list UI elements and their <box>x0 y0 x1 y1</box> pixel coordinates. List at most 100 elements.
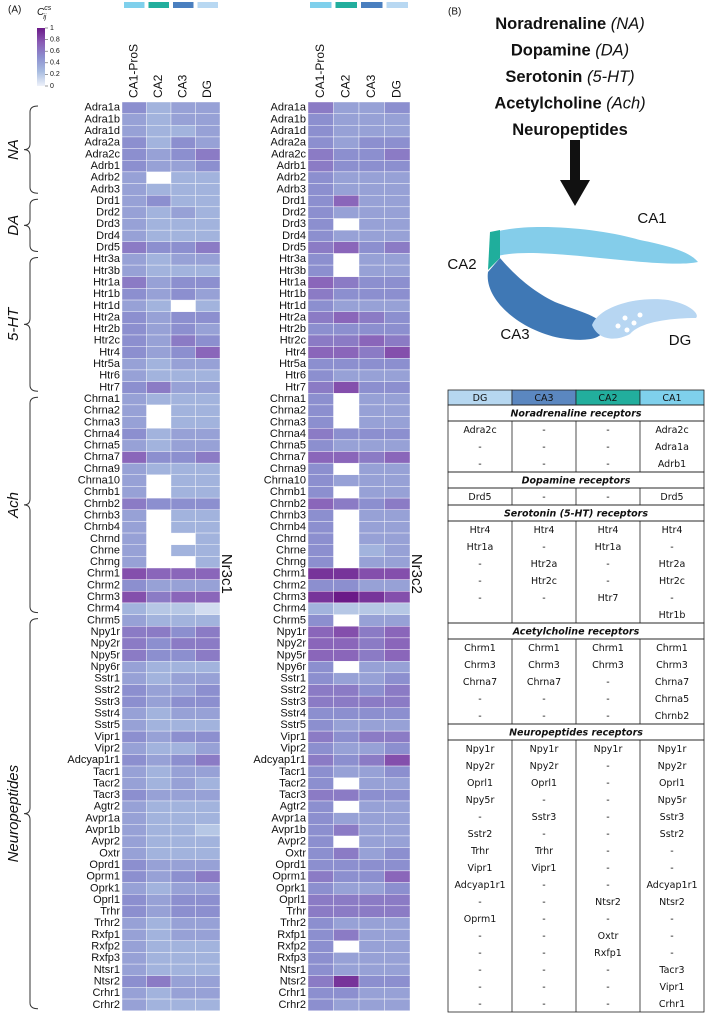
heat-cell <box>121 404 147 417</box>
heat-cell <box>170 451 196 464</box>
row-label: Chrna10 <box>78 475 120 487</box>
heat-cell <box>307 509 334 522</box>
heat-cell <box>384 707 411 720</box>
heat-cell <box>333 812 360 825</box>
row-label: Chrna9 <box>84 463 120 475</box>
heat-cell <box>358 661 385 674</box>
heat-cell <box>195 870 221 883</box>
heat-cell <box>384 486 411 499</box>
row-label: Htr3b <box>279 265 306 277</box>
heat-cell <box>333 859 360 872</box>
heat-cell <box>358 614 385 627</box>
heat-cell <box>121 497 147 510</box>
heat-cell <box>195 800 221 813</box>
heat-cell <box>333 381 360 394</box>
heat-cell <box>170 334 196 347</box>
table-cell: Chrna7 <box>655 677 689 688</box>
heat-cell <box>146 812 172 825</box>
row-label: Chrnb3 <box>270 509 306 521</box>
table-cell: - <box>478 576 481 587</box>
table-cell: Htr2a <box>531 559 558 570</box>
table-cell: - <box>542 829 545 840</box>
heat-cell <box>170 882 196 895</box>
table-cell: - <box>606 999 609 1010</box>
heat-cell <box>146 894 172 907</box>
heat-cell <box>146 241 172 254</box>
heat-cell <box>384 439 411 452</box>
heat-cell <box>121 707 147 720</box>
heat-cell <box>333 311 360 324</box>
heat-cell <box>146 754 172 767</box>
row-label: Htr2b <box>279 323 306 335</box>
heat-cell <box>384 428 411 441</box>
heat-cell <box>333 567 360 580</box>
heat-cell <box>307 917 334 930</box>
row-label: Npy1r <box>277 626 307 638</box>
table-cell: Htr7 <box>598 593 619 604</box>
row-label: Chrna1 <box>84 393 120 405</box>
heat-cell <box>358 474 385 487</box>
heat-cell <box>333 847 360 860</box>
row-label: Npy1r <box>91 626 121 638</box>
heat-cell <box>121 125 147 138</box>
heat-cell <box>195 346 221 359</box>
heat-cell <box>146 882 172 895</box>
row-label: Rxfp1 <box>91 929 120 941</box>
heat-cell <box>358 707 385 720</box>
hippocampus-diagram <box>487 226 698 340</box>
heat-cell <box>358 963 385 976</box>
heat-cell <box>358 812 385 825</box>
heat-cell <box>384 556 411 569</box>
heat-cell <box>195 428 221 441</box>
row-label: Chrne <box>276 544 306 556</box>
row-label: Chrna2 <box>270 405 306 417</box>
heat-cell <box>121 672 147 685</box>
heat-cell <box>333 870 360 883</box>
table-cell: - <box>670 931 673 942</box>
heat-cell <box>195 975 221 988</box>
heat-cell <box>307 544 334 557</box>
heat-cell <box>307 521 334 534</box>
heat-cell <box>307 649 334 662</box>
section-title: Dopamine receptors <box>522 476 631 487</box>
heat-cell <box>146 765 172 778</box>
heat-cell <box>358 824 385 837</box>
heat-cell <box>358 509 385 522</box>
heat-cell <box>170 264 196 277</box>
table-cell: - <box>542 694 545 705</box>
heat-cell <box>121 789 147 802</box>
heat-cell <box>146 567 172 580</box>
heat-cell <box>358 288 385 301</box>
heat-cell <box>170 194 196 208</box>
heat-cell <box>146 602 172 615</box>
heat-cell <box>195 206 221 219</box>
heat-cell <box>121 532 147 545</box>
heat-cell <box>121 171 147 184</box>
heat-cell <box>307 707 334 720</box>
table-cell: - <box>670 593 673 604</box>
heat-cell <box>307 474 334 487</box>
row-label: Chrnb2 <box>84 498 120 510</box>
header-label: CA2 <box>598 393 617 404</box>
colorbar-tick-label: 0.4 <box>50 60 60 67</box>
row-label: Chrm5 <box>273 614 306 626</box>
heat-cell <box>358 917 385 930</box>
heat-cell <box>195 847 221 860</box>
heat-cell <box>170 125 196 138</box>
heat-cell <box>358 416 385 429</box>
heat-cell <box>121 160 147 173</box>
column-color <box>148 2 169 8</box>
heat-cell <box>358 428 385 441</box>
heat-cell <box>333 323 360 336</box>
column-label: DG <box>200 80 214 98</box>
heat-cell <box>121 800 147 813</box>
heat-cell <box>358 800 385 813</box>
table-cell: - <box>670 948 673 959</box>
table-cell: Chrm1 <box>656 643 688 654</box>
heat-cell <box>333 928 360 942</box>
heat-cell <box>358 253 385 266</box>
heat-cell <box>384 975 411 988</box>
heat-cell <box>170 567 196 580</box>
heat-cell <box>384 998 411 1011</box>
table-cell: Chrna7 <box>527 677 561 688</box>
